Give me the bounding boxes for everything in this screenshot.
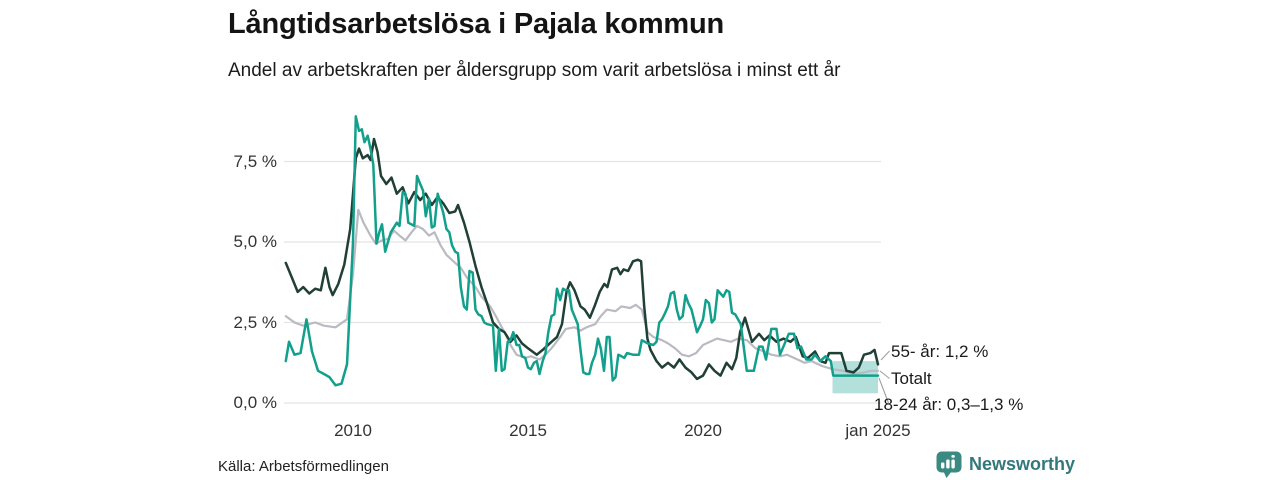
leader-line (880, 350, 890, 361)
series-line-Totalt (284, 208, 880, 376)
bar-chart-pin-icon (936, 451, 962, 478)
series-line-18-24-r (284, 115, 880, 387)
source-note: Källa: Arbetsförmedlingen (218, 458, 389, 475)
brand-name: Newsworthy (969, 454, 1076, 474)
x-tick-label: 2015 (509, 421, 547, 440)
x-axis-labels: 2010 2015 2020 jan 2025 (0, 421, 1280, 447)
leader-line (878, 377, 890, 404)
y-tick-label: 5,0 % (233, 232, 277, 251)
leader-line (879, 370, 890, 379)
y-tick-label: 2,5 % (233, 312, 277, 332)
y-tick-label: 7,5 % (233, 151, 277, 171)
y-axis-labels: 7,5 % 5,0 % 2,5 % 0,0 % (195, 0, 277, 430)
x-tick-label: 2010 (334, 421, 372, 440)
page-title: Långtidsarbetslösa i Pajala kommun (228, 8, 725, 40)
newsworthy-logo[interactable]: Newsworthy (936, 451, 1075, 478)
series-line-55--r (284, 137, 880, 381)
x-tick-label: jan 2025 (845, 421, 911, 440)
annotation-18-24: 18-24 år: 0,3–1,3 % (874, 395, 1024, 414)
annotation-total: Totalt (891, 369, 932, 388)
page-subtitle: Andel av arbetskraften per åldersgrupp s… (228, 60, 841, 81)
annotation-55-plus: 55- år: 1,2 % (891, 342, 989, 361)
y-tick-label: 0,0 % (233, 393, 277, 412)
uncertainty-band (832, 361, 878, 394)
x-tick-label: 2020 (684, 421, 722, 440)
